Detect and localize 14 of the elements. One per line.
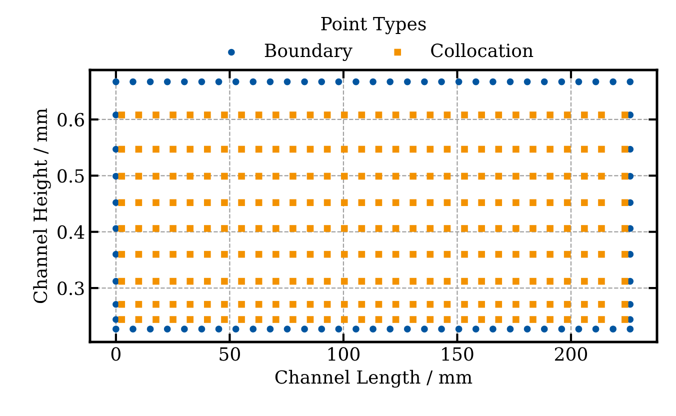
y-tick-label: 0.6 [58,112,84,127]
y-tick-label: 0.3 [58,282,84,296]
x-tick-label: 50 [220,347,240,361]
x-tick-label: 100 [328,347,360,361]
legend-label: Boundary [264,43,352,61]
legend-label: Collocation [431,43,534,58]
x-tick-label: 200 [554,347,588,361]
x-axis-title: Channel Length / mm [275,370,472,388]
y-axis-title: Channel Height / mm [33,108,51,304]
x-tick-label: 150 [442,347,474,361]
x-tick-label: 0 [111,347,120,361]
y-tick-label: 0.5 [58,169,84,183]
legend-title: Point Types [321,16,426,34]
y-tick-label: 0.4 [58,225,84,239]
